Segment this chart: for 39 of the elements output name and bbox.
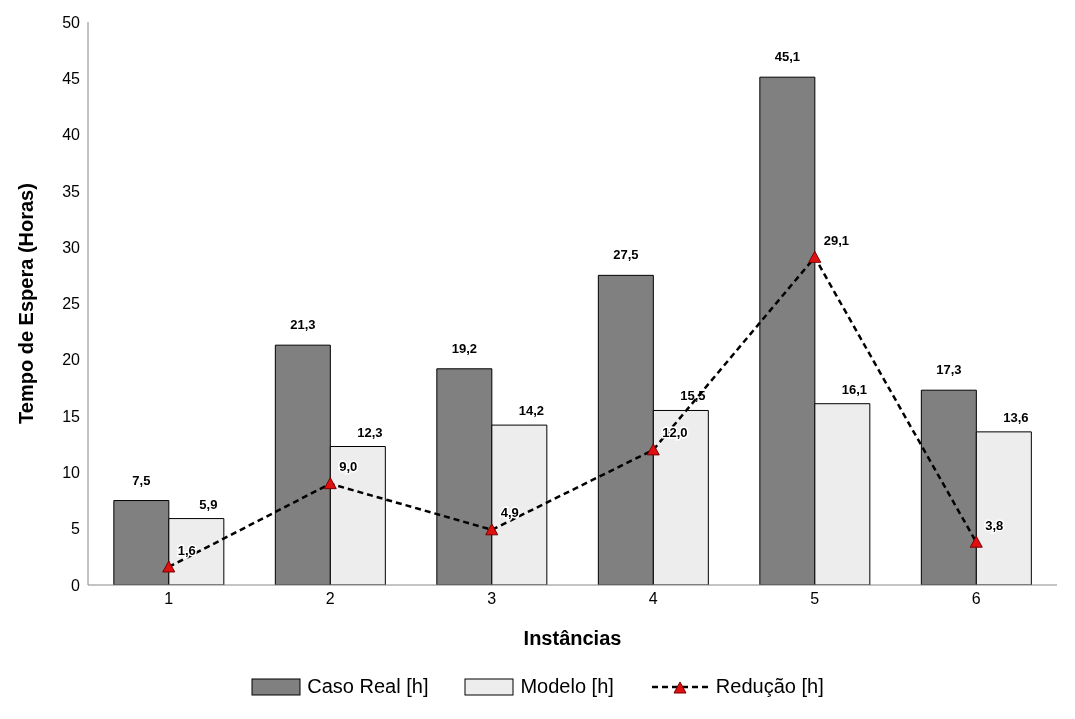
data-label: 13,6 xyxy=(1003,409,1029,425)
x-tick-label: 2 xyxy=(325,590,335,608)
y-tick-label: 40 xyxy=(62,126,81,144)
x-tick-label: 4 xyxy=(648,590,658,608)
data-label: 7,5 xyxy=(132,472,151,488)
data-label: 5,9 xyxy=(199,496,218,512)
data-label: 14,2 xyxy=(518,403,544,419)
data-label: 12,3 xyxy=(357,424,383,440)
y-tick-label: 35 xyxy=(62,182,81,200)
y-tick-label: 10 xyxy=(62,464,81,482)
data-label: 12,0 xyxy=(662,425,688,441)
y-tick-label: 45 xyxy=(62,69,81,87)
x-axis-title: Instâncias xyxy=(523,627,622,649)
data-label: 29,1 xyxy=(823,232,850,248)
y-tick-label: 25 xyxy=(62,295,81,313)
x-tick-label: 1 xyxy=(164,590,174,608)
data-label: 1,6 xyxy=(177,542,196,558)
legend-label: Modelo [h] xyxy=(520,675,614,698)
y-axis-title: Tempo de Espera (Horas) xyxy=(15,183,38,424)
y-tick-label: 5 xyxy=(71,520,81,538)
data-label: 19,2 xyxy=(451,340,477,356)
x-tick-label: 5 xyxy=(810,590,820,608)
legend-label: Caso Real [h] xyxy=(307,675,429,698)
y-tick-label: 0 xyxy=(71,576,81,594)
legend-label: Redução [h] xyxy=(715,675,824,698)
data-label: 21,3 xyxy=(290,317,316,333)
data-label: 17,3 xyxy=(936,362,962,378)
x-tick-label: 6 xyxy=(971,590,981,608)
data-label: 45,1 xyxy=(774,49,800,65)
data-label: 27,5 xyxy=(613,247,639,263)
y-tick-label: 50 xyxy=(62,13,81,31)
data-label: 9,0 xyxy=(339,459,358,475)
y-tick-label: 30 xyxy=(62,238,81,256)
y-tick-label: 15 xyxy=(62,407,81,425)
data-label: 4,9 xyxy=(500,505,519,521)
x-tick-label: 3 xyxy=(487,590,497,608)
y-tick-label: 20 xyxy=(62,351,81,369)
data-label: 16,1 xyxy=(841,381,867,397)
data-label: 3,8 xyxy=(985,517,1004,533)
